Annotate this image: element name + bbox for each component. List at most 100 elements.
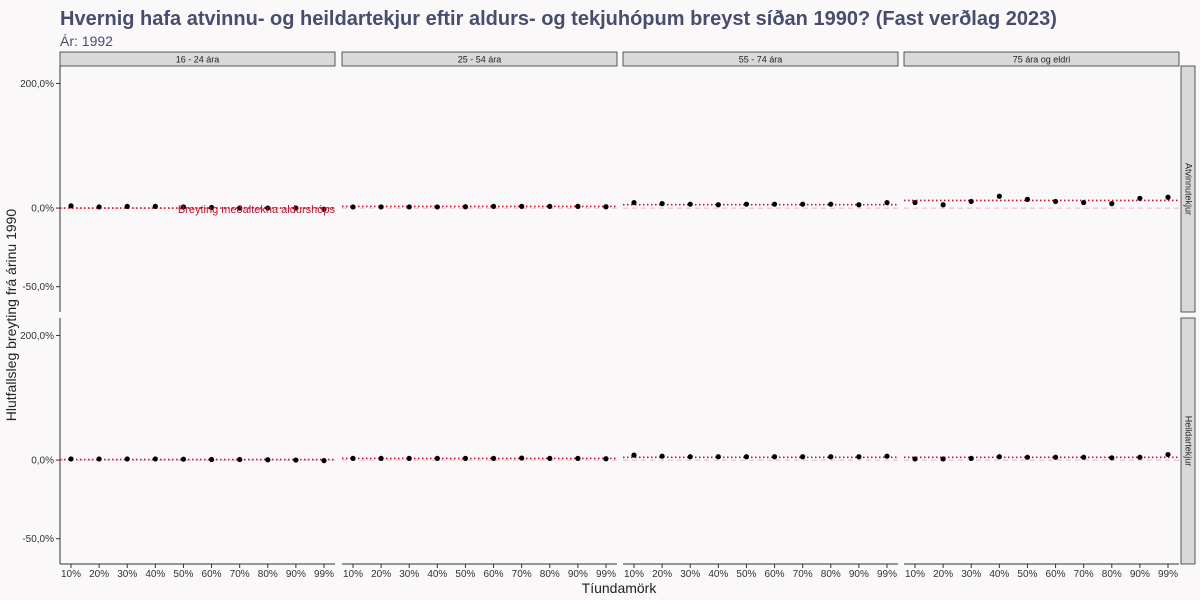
x-tick-label: 70% (512, 569, 532, 580)
data-point (996, 454, 1002, 460)
data-point (575, 455, 581, 461)
facet-strip-column (341, 51, 618, 67)
data-point (265, 457, 271, 463)
data-point (406, 455, 412, 461)
data-point (940, 456, 946, 462)
x-tick-label: 50% (736, 569, 756, 580)
facet-strip-column (903, 51, 1180, 67)
x-tick-label: 80% (1102, 569, 1122, 580)
data-point (237, 205, 243, 211)
data-point (96, 204, 102, 210)
x-tick-label: 50% (455, 569, 475, 580)
y-tick-label: 200,0% (20, 331, 54, 342)
x-tick-label: 60% (202, 569, 222, 580)
x-tick-label: 10% (624, 569, 644, 580)
x-tick-label: 70% (230, 569, 250, 580)
data-point (490, 455, 497, 461)
data-point (490, 203, 497, 209)
facet-strip-label: 55 - 74 ára (739, 55, 783, 65)
y-tick-label: 0,0% (31, 204, 54, 215)
x-tick-label: 90% (1130, 569, 1150, 580)
data-point (434, 455, 440, 461)
x-tick-label: 20% (89, 569, 109, 580)
data-point (434, 204, 440, 210)
facet-strip-column (622, 51, 899, 67)
x-tick-label: 99% (877, 569, 897, 580)
x-tick-label: 40% (708, 569, 728, 580)
data-point (547, 455, 553, 461)
x-tick-label: 30% (399, 569, 419, 580)
x-tick-label: 50% (173, 569, 193, 580)
data-point (208, 456, 215, 463)
x-tick-label: 80% (821, 569, 841, 580)
x-tick-label: 40% (427, 569, 447, 580)
x-tick-label: 70% (793, 569, 813, 580)
data-point (124, 456, 130, 462)
data-point (884, 453, 890, 459)
x-tick-label: 70% (1074, 569, 1094, 580)
data-point (715, 202, 721, 208)
x-tick-label: 60% (1046, 569, 1066, 580)
x-tick-label: 90% (286, 569, 306, 580)
data-point (659, 201, 665, 207)
data-point (1024, 196, 1031, 202)
data-point (687, 201, 693, 207)
data-point (180, 204, 187, 210)
x-tick-label: 60% (484, 569, 504, 580)
data-point (1081, 454, 1087, 460)
x-tick-label: 20% (933, 569, 953, 580)
x-tick-label: 99% (1158, 569, 1178, 580)
x-tick-label: 10% (905, 569, 925, 580)
x-tick-label: 10% (61, 569, 81, 580)
facet-strip-column (59, 51, 336, 67)
x-tick-label: 99% (314, 569, 334, 580)
data-point (519, 455, 525, 461)
data-point (1052, 454, 1059, 460)
y-tick-label: -50,0% (22, 534, 54, 545)
x-tick-label: 20% (371, 569, 391, 580)
data-point (321, 206, 327, 212)
data-point (715, 454, 721, 460)
data-point (603, 204, 609, 210)
data-point (208, 204, 215, 211)
data-point (378, 455, 384, 461)
data-point (631, 199, 637, 206)
data-point (350, 455, 356, 461)
chart-title: Hvernig hafa atvinnu- og heildartekjur e… (60, 8, 1057, 30)
x-tick-label: 50% (1017, 569, 1037, 580)
x-tick-label: 30% (117, 569, 137, 580)
data-point (519, 203, 525, 209)
data-point (1165, 194, 1171, 200)
facet-strip-label: Heildartekjur (1184, 416, 1194, 467)
data-point (378, 204, 384, 210)
data-point (1109, 455, 1115, 461)
data-point (996, 193, 1002, 199)
data-point (771, 454, 778, 460)
x-tick-label: 90% (568, 569, 588, 580)
data-point (659, 453, 665, 459)
data-point (800, 454, 806, 460)
data-point (321, 458, 327, 464)
x-tick-label: 99% (596, 569, 616, 580)
y-tick-label: 0,0% (31, 456, 54, 467)
data-point (912, 456, 918, 462)
x-tick-label: 20% (652, 569, 672, 580)
data-point (1165, 451, 1171, 458)
data-point (124, 203, 130, 209)
x-tick-label: 90% (849, 569, 869, 580)
data-point (743, 454, 750, 460)
data-point (1024, 454, 1031, 460)
data-point (547, 203, 553, 209)
data-point (462, 204, 469, 210)
x-tick-label: 80% (258, 569, 278, 580)
x-tick-label: 30% (680, 569, 700, 580)
data-point (152, 456, 158, 462)
data-point (603, 456, 609, 462)
data-point (771, 201, 778, 207)
data-point (180, 456, 187, 462)
x-tick-label: 40% (145, 569, 165, 580)
data-point (1081, 199, 1087, 206)
data-point (968, 455, 974, 461)
facet-strip-row (1180, 65, 1196, 313)
